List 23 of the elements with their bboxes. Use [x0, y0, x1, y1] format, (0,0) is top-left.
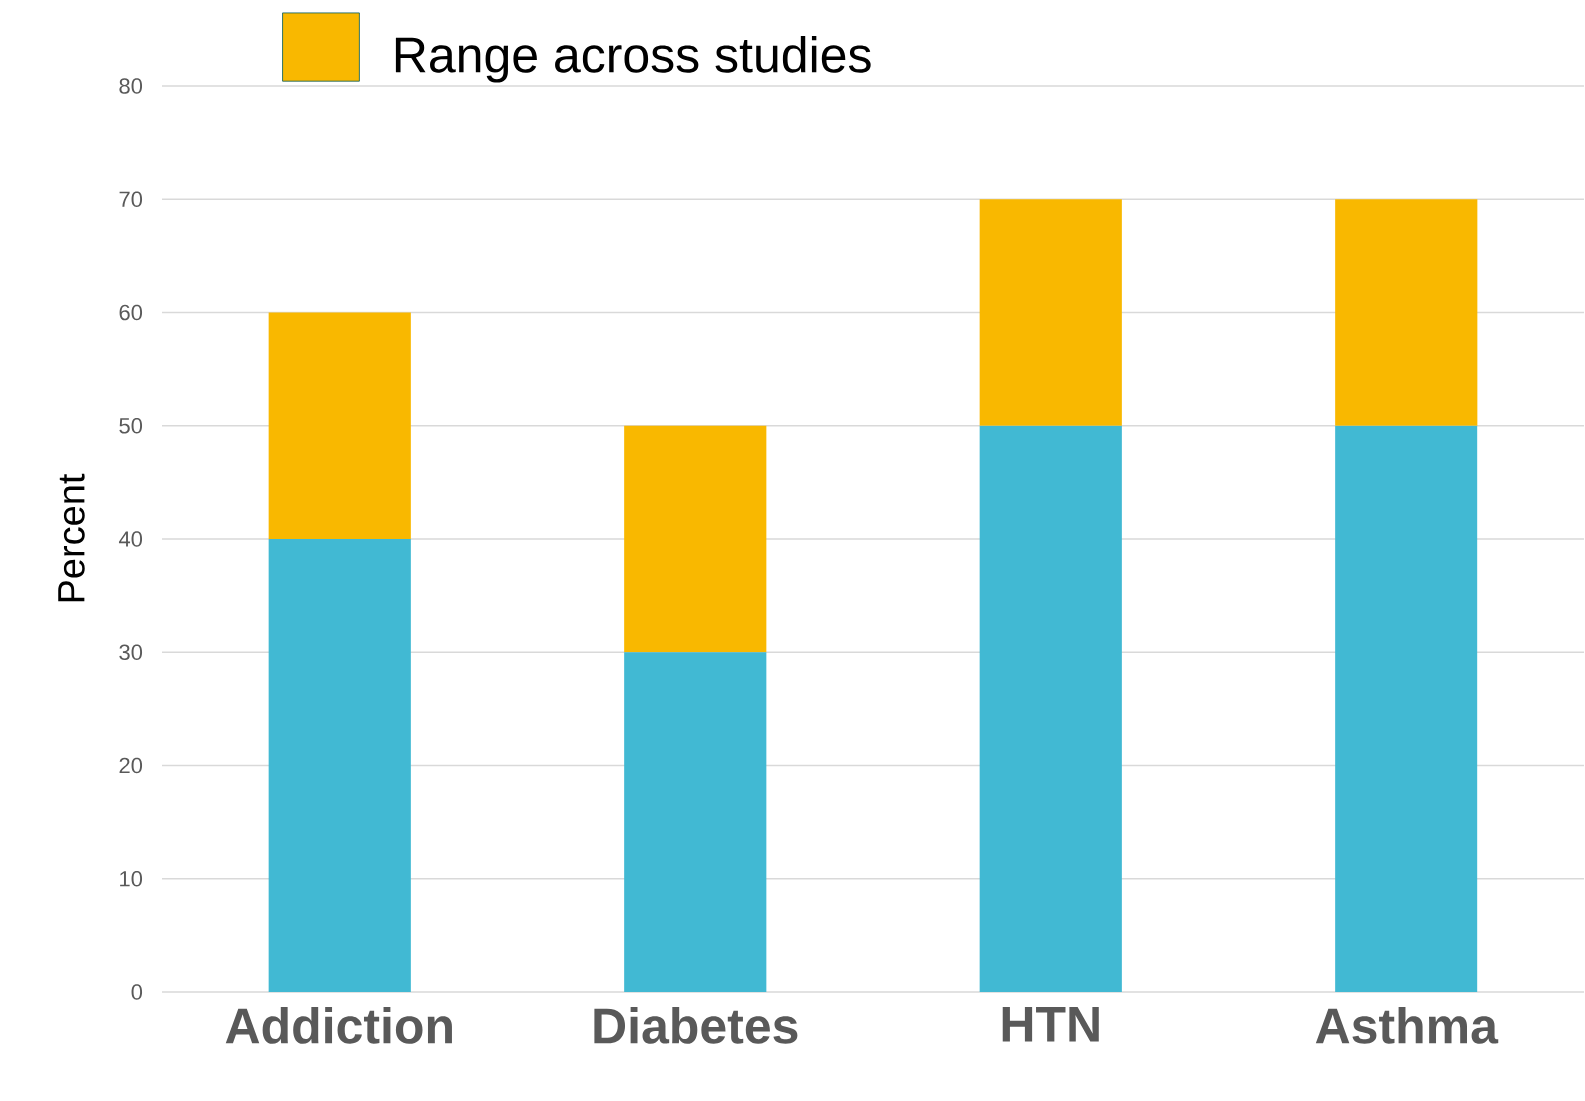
- bar: [1335, 199, 1478, 426]
- bar: [979, 425, 1122, 992]
- y-tick-label: 80: [119, 78, 143, 94]
- y-tick-label: 60: [119, 304, 143, 321]
- bar: [624, 652, 767, 992]
- y-tick-label: 10: [120, 870, 143, 887]
- bar: [1335, 425, 1478, 992]
- y-tick-label: 70: [119, 191, 143, 208]
- y-tick-label: 40: [118, 531, 143, 547]
- bar: [624, 425, 767, 653]
- bar: [268, 312, 411, 539]
- y-tick-label: 0: [131, 984, 143, 1000]
- bar: [268, 538, 411, 992]
- legend-label: Range across studies: [395, 35, 871, 83]
- x-tick-label: Addiction: [225, 1007, 452, 1044]
- y-tick-label: 30: [119, 644, 143, 661]
- y-axis-title: Percent: [58, 473, 85, 602]
- x-tick-label: Asthma: [1315, 1007, 1499, 1044]
- x-tick-label: HTN: [1002, 1007, 1099, 1042]
- y-tick-label: 20: [119, 757, 143, 774]
- bar: [979, 199, 1122, 426]
- y-tick-label: 50: [119, 417, 143, 434]
- x-tick-label: Diabetes: [594, 1007, 798, 1044]
